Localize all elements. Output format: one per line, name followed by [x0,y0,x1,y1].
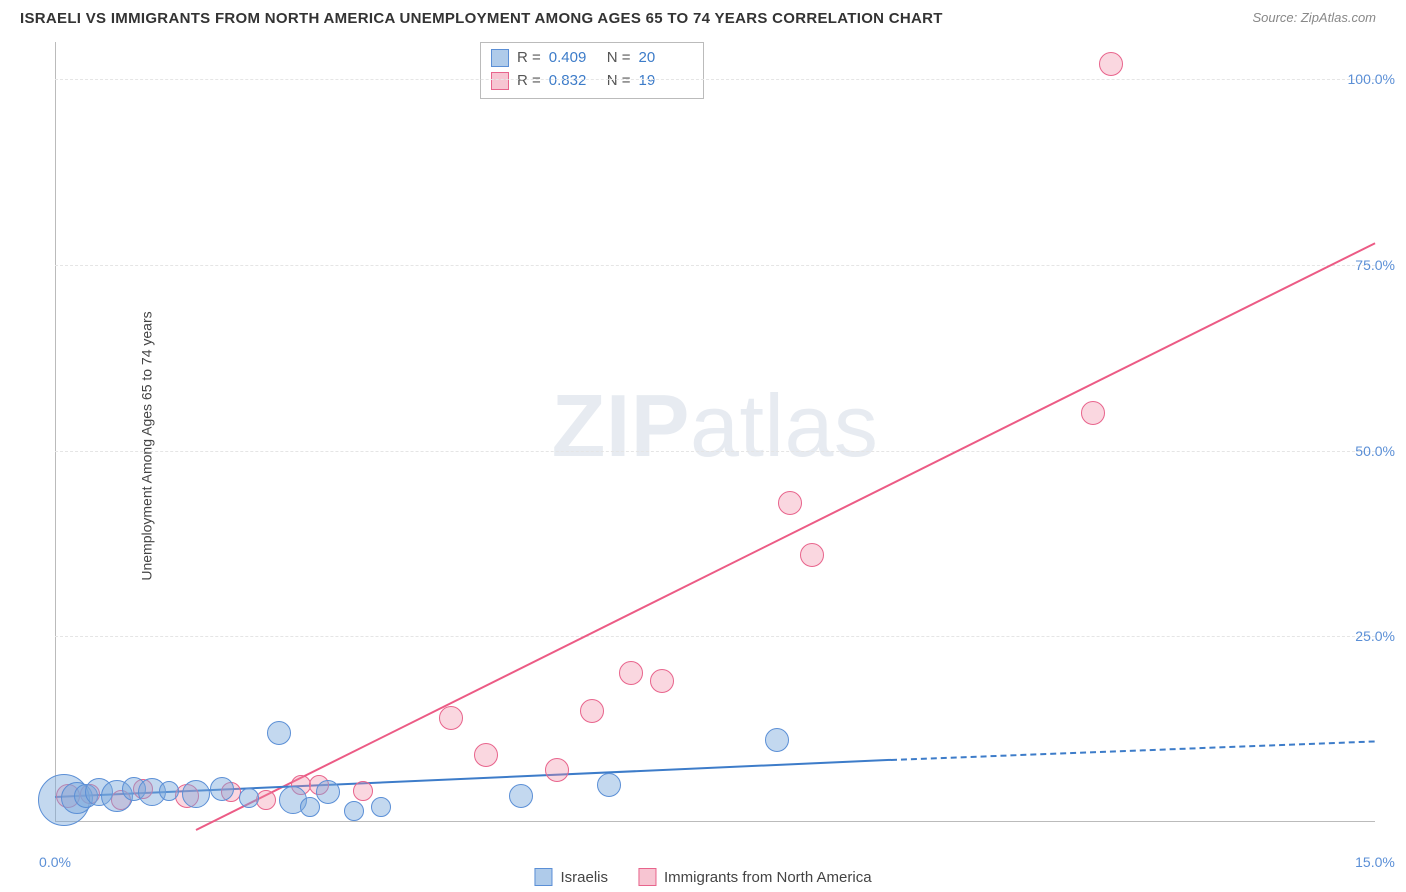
n-value-pink: 19 [639,70,689,93]
y-tick-label: 100.0% [1348,71,1395,87]
swatch-pink-icon [491,72,509,90]
data-point-blue [597,773,621,797]
data-point-pink [353,781,373,801]
data-point-blue [509,784,533,808]
watermark-atlas: atlas [690,376,878,475]
gridline-h [55,265,1375,266]
data-point-pink [800,543,824,567]
x-tick-label: 15.0% [1355,854,1395,870]
r-label: R = [517,47,541,70]
legend-label-pink: Immigrants from North America [664,869,872,886]
r-value-blue: 0.409 [549,47,599,70]
data-point-pink [474,743,498,767]
r-value-pink: 0.832 [549,70,599,93]
data-point-pink [1081,401,1105,425]
y-tick-label: 25.0% [1355,628,1395,644]
stats-legend-box: R = 0.409 N = 20 R = 0.832 N = 19 [480,42,704,99]
data-point-blue [765,728,789,752]
y-axis-line [55,42,56,822]
data-point-pink [256,790,276,810]
data-point-blue [344,801,364,821]
data-point-blue [182,780,210,808]
watermark: ZIPatlas [552,375,879,477]
legend-label-blue: Israelis [560,869,608,886]
y-tick-label: 75.0% [1355,257,1395,273]
gridline-h [55,79,1375,80]
data-point-blue [316,780,340,804]
data-point-blue [210,777,234,801]
swatch-blue-icon [491,49,509,67]
data-point-blue [267,721,291,745]
n-label: N = [607,47,631,70]
legend-item-blue: Israelis [534,868,608,886]
swatch-pink-icon [638,868,656,886]
y-tick-label: 50.0% [1355,443,1395,459]
stats-row-blue: R = 0.409 N = 20 [491,47,689,70]
watermark-zip: ZIP [552,376,690,475]
stats-row-pink: R = 0.832 N = 19 [491,70,689,93]
data-point-pink [778,491,802,515]
x-axis-line [55,821,1375,822]
data-point-blue [371,797,391,817]
data-point-pink [650,669,674,693]
r-label: R = [517,70,541,93]
data-point-blue [159,781,179,801]
x-tick-label: 0.0% [39,854,71,870]
source-attribution: Source: ZipAtlas.com [1252,10,1376,25]
data-point-pink [439,706,463,730]
chart-plot-area: ZIPatlas R = 0.409 N = 20 R = 0.832 N = … [55,42,1375,842]
legend-item-pink: Immigrants from North America [638,868,872,886]
gridline-h [55,451,1375,452]
data-point-pink [545,758,569,782]
gridline-h [55,636,1375,637]
trend-line-blue-dash [891,740,1375,761]
chart-title: ISRAELI VS IMMIGRANTS FROM NORTH AMERICA… [20,10,943,27]
bottom-legend: Israelis Immigrants from North America [534,868,871,886]
data-point-blue [239,788,259,808]
data-point-blue [300,797,320,817]
swatch-blue-icon [534,868,552,886]
data-point-pink [580,699,604,723]
n-label: N = [607,70,631,93]
data-point-pink [1099,52,1123,76]
n-value-blue: 20 [639,47,689,70]
data-point-pink [619,661,643,685]
